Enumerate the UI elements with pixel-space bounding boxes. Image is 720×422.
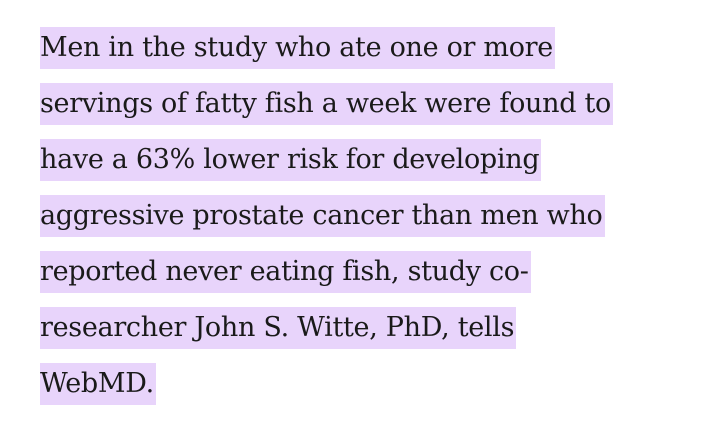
highlighted-text[interactable]: servings of fatty fish a week were found… — [40, 83, 614, 125]
paragraph-line: have a 63% lower risk for developing — [40, 132, 700, 188]
paragraph-line: aggressive prostate cancer than men who — [40, 188, 700, 244]
highlighted-text[interactable]: WebMD. — [40, 363, 156, 405]
paragraph-line: reported never eating fish, study co- — [40, 244, 700, 300]
highlighted-text[interactable]: have a 63% lower risk for developing — [40, 139, 542, 181]
paragraph-line: WebMD. — [40, 356, 700, 412]
highlighted-text[interactable]: researcher John S. Witte, PhD, tells — [40, 307, 517, 349]
paragraph-line: servings of fatty fish a week were found… — [40, 76, 700, 132]
paragraph-line: Men in the study who ate one or more — [40, 20, 700, 76]
highlighted-paragraph[interactable]: Men in the study who ate one or more ser… — [40, 20, 700, 412]
highlighted-text[interactable]: Men in the study who ate one or more — [40, 27, 555, 69]
highlighted-text[interactable]: aggressive prostate cancer than men who — [40, 195, 605, 237]
paragraph-line: researcher John S. Witte, PhD, tells — [40, 300, 700, 356]
highlighted-text[interactable]: reported never eating fish, study co- — [40, 251, 531, 293]
